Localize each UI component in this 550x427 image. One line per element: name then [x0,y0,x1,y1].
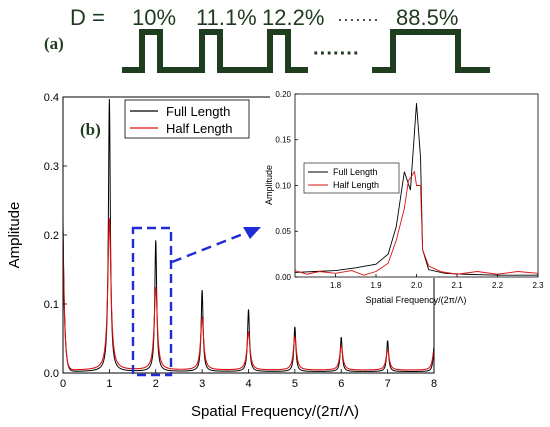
inset-plot-lines [294,103,539,276]
main-y-tick-label: 0.4 [44,92,59,104]
main-legend-box [124,99,250,139]
inset-x-tick-label: 1.8 [330,281,342,290]
main-plot-lines [62,98,435,372]
inset-legend: Full Length Half Length [303,162,400,194]
inset-x-tick-label: 2.1 [451,281,463,290]
panel-a: D = 10% 11.1% 12.2% ······· 88.5% (a) ··… [44,5,490,73]
main-x-axis-label: Spatial Frequency/(2π/Λ) [191,403,359,420]
duty-value-3: 12.2% [262,5,324,30]
wave-ellipsis: ······· [313,43,360,65]
zoom-arrow-line [171,230,249,264]
main-axis-ticks: 0 1 2 3 4 5 6 7 8 0.0 0.1 0.2 0.3 0.4 [44,92,437,390]
duty-value-2: 11.1% [196,5,257,30]
inset-axis-ticks: 1.8 1.9 2.0 2.1 2.2 2.3 0.00 0.05 0.10 0.15 0.20 [275,90,544,290]
main-legend: Full Length Half Length [124,99,250,139]
inset-y-tick-label: 0.00 [275,273,291,282]
main-x-tick-label: 2 [153,378,159,390]
inset-y-tick-label: 0.15 [275,136,291,145]
main-series-full-length-line [62,98,435,372]
duty-prefix: D = [70,5,105,30]
duty-ellipsis: ······· [337,9,379,29]
main-x-tick-label: 3 [199,378,205,390]
inset-legend-box [303,162,400,194]
inset-x-tick-label: 2.2 [492,281,504,290]
main-x-tick-label: 4 [245,378,251,390]
main-y-tick-label: 0.3 [44,161,59,173]
main-x-tick-label: 8 [431,378,437,390]
main-series-half-length-line [62,218,435,371]
main-x-tick-label: 7 [385,378,391,390]
inset-x-axis-label: Spatial Frequency/(2π/Λ) [366,295,467,305]
duty-value-1: 10% [132,5,176,30]
inset-x-tick-label: 2.3 [532,281,544,290]
inset-series-half-length-line [294,170,539,276]
inset-chart: 1.8 1.9 2.0 2.1 2.2 2.3 0.00 0.05 0.10 0.15 0.20 S… [264,90,544,305]
inset-legend-label-full: Full Length [333,167,378,177]
main-x-tick-label: 0 [60,378,66,390]
inset-legend-label-half: Half Length [333,180,379,190]
main-chart: 0 1 2 3 4 5 6 7 8 0.0 0.1 0.2 0.3 0.4 Spatial Frequen… [6,92,437,420]
main-x-tick-label: 6 [338,378,344,390]
inset-x-tick-label: 1.9 [370,281,382,290]
main-x-tick-label: 5 [292,378,298,390]
inset-y-tick-label: 0.20 [275,90,291,99]
main-x-tick-label: 1 [106,378,112,390]
panel-b-label: (b) [80,120,101,139]
duty-value-4: 88.5% [396,5,458,30]
inset-x-tick-label: 2.0 [411,281,423,290]
main-legend-label-half: Half Length [166,121,233,136]
main-legend-label-full: Full Length [166,104,230,119]
inset-y-tick-label: 0.10 [275,181,291,190]
panel-a-label: (a) [44,34,64,53]
main-y-tick-label: 0.0 [44,368,59,380]
zoom-arrow-head [243,227,261,239]
zoom-region-box [131,226,173,377]
main-y-tick-label: 0.1 [44,299,59,311]
square-wave-left [122,29,308,73]
inset-y-tick-label: 0.05 [275,227,291,236]
inset-y-axis-label: Amplitude [264,165,274,205]
main-y-tick-label: 0.2 [44,230,59,242]
square-wave-right [372,29,490,73]
main-y-axis-label: Amplitude [6,202,23,269]
